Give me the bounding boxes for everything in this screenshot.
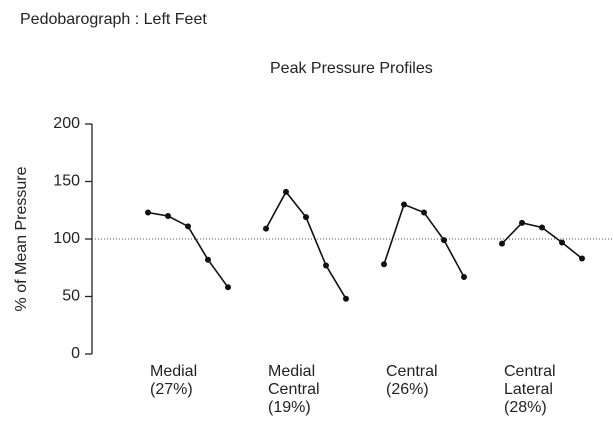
- x-category-label: Lateral: [504, 381, 553, 398]
- chart-title: Peak Pressure Profiles: [270, 60, 433, 77]
- profile-point: [579, 255, 585, 262]
- y-tick-label: 200: [53, 115, 80, 132]
- y-tick-label: 100: [53, 230, 80, 247]
- profile-point: [323, 262, 329, 269]
- x-category-label: Central: [386, 363, 438, 380]
- profile-point: [421, 209, 427, 216]
- profile-point: [205, 256, 211, 263]
- profile-point: [283, 188, 289, 195]
- profile-point: [441, 237, 447, 244]
- x-category-label: (28%): [504, 399, 547, 416]
- page-header: Pedobarograph : Left Feet: [20, 11, 207, 28]
- profile-line: [265, 190, 347, 300]
- profile-point: [145, 209, 151, 216]
- profile-point: [461, 273, 467, 280]
- profile-point: [401, 201, 407, 208]
- profile-point: [343, 295, 349, 302]
- profile-point: [539, 224, 545, 231]
- x-category-label: (26%): [386, 381, 429, 398]
- y-axis-label: % of Mean Pressure: [13, 166, 30, 311]
- x-category-label: (19%): [268, 399, 311, 416]
- profile-point: [559, 239, 565, 246]
- profile-point: [225, 284, 231, 291]
- x-category-label: (27%): [150, 381, 193, 398]
- profile-point: [165, 213, 171, 219]
- x-category-label: Medial: [150, 363, 197, 380]
- profile-point: [381, 261, 387, 268]
- profile-point: [519, 219, 525, 226]
- x-category-label: Central: [504, 363, 556, 380]
- x-category-label: Central: [268, 381, 320, 398]
- y-tick-label: 0: [71, 345, 80, 362]
- y-tick-label: 150: [53, 173, 80, 190]
- profile-point: [185, 223, 191, 230]
- profile-point: [303, 214, 309, 221]
- profile-point: [263, 225, 269, 232]
- x-category-label: Medial: [268, 363, 315, 380]
- profile-point: [499, 240, 505, 247]
- y-tick-label: 50: [62, 288, 80, 305]
